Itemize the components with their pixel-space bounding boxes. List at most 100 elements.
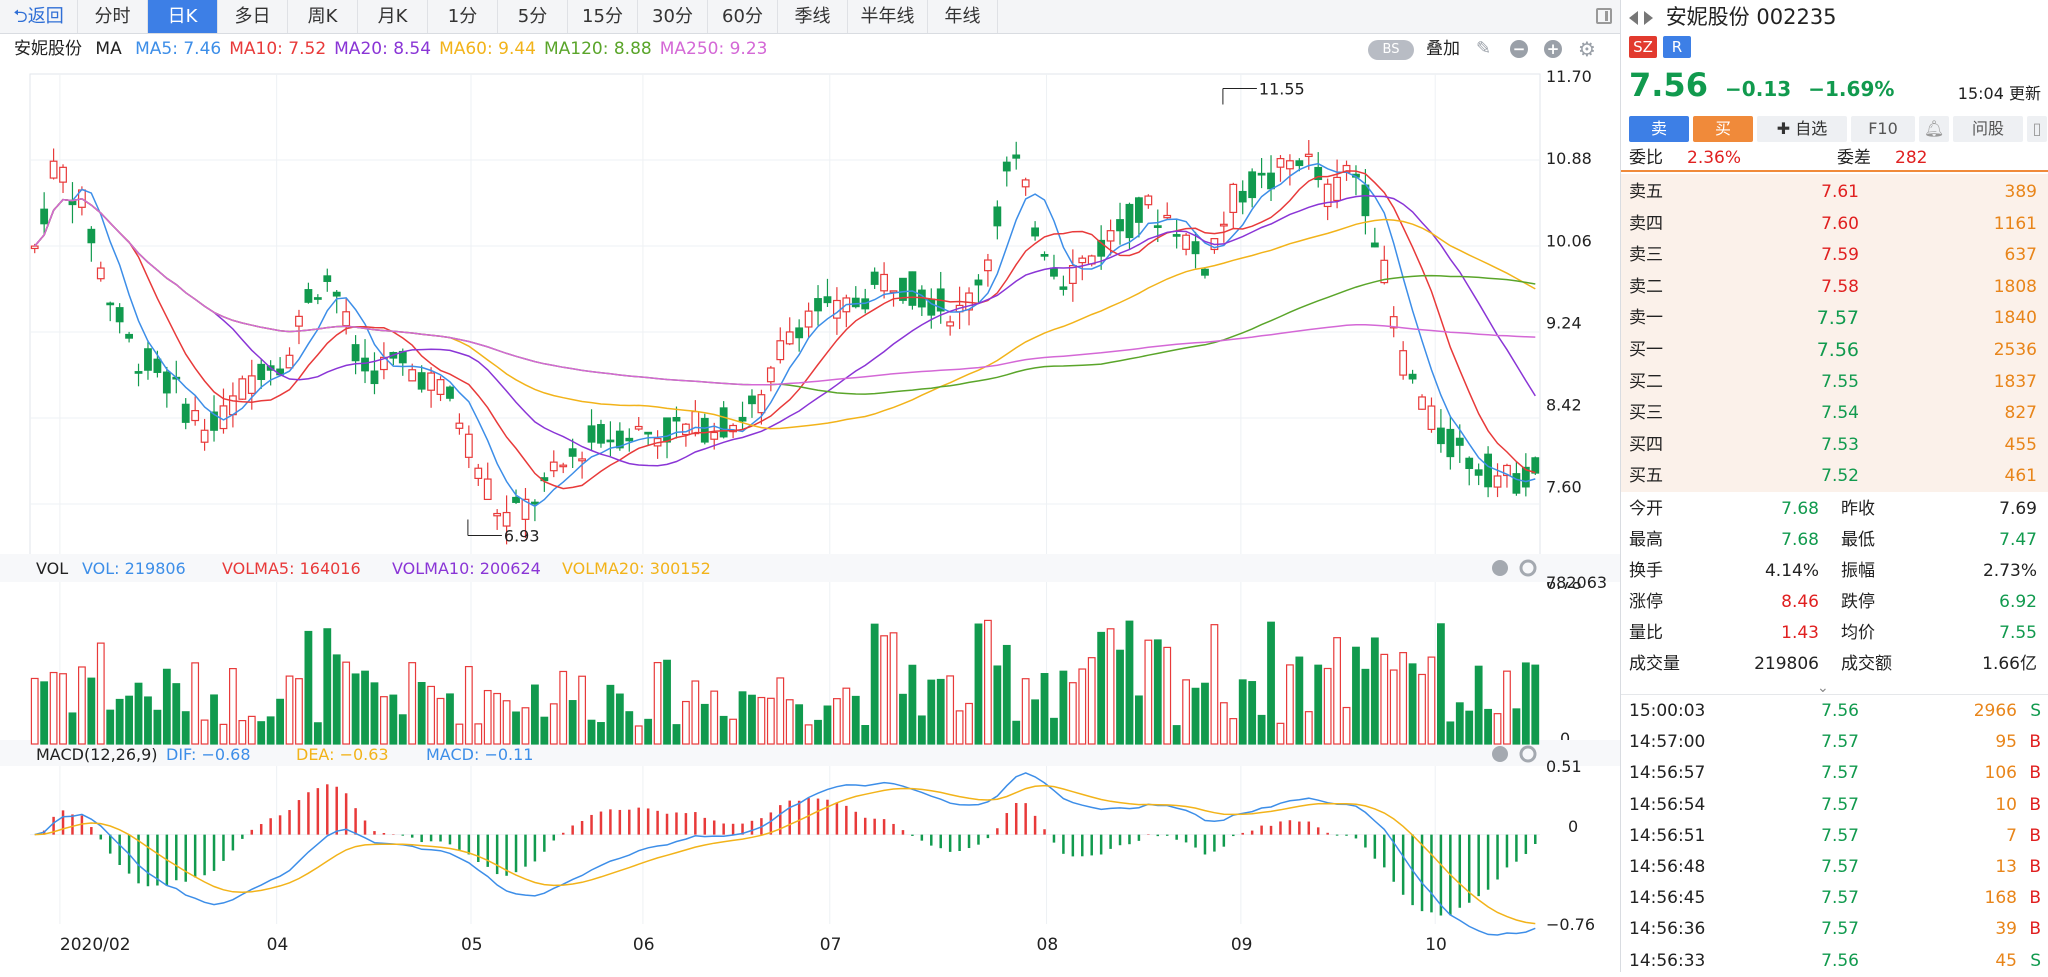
volume-bar [474,723,483,745]
tick-list[interactable]: 15:00:03 7.56 2966 S 14:57:00 7.57 95 B 14:56:57… [1621,694,2048,971]
volume-bar [87,677,96,745]
period-tab[interactable]: 多日 [218,0,288,33]
candle-body [1031,227,1039,237]
period-tab[interactable]: 1分 [428,0,498,33]
candle-body [417,372,426,390]
tick-row[interactable]: 14:57:00 7.57 95 B [1621,727,2048,758]
sell-button[interactable]: 卖 [1629,116,1689,142]
period-tab[interactable]: 月K [358,0,428,33]
vol-axis-label: 782063 [1546,573,1607,592]
candle-body [1238,190,1247,203]
volume-bar [1437,623,1445,745]
stat-row: 换手 4.14% 振幅 2.73% [1621,556,2048,587]
level-volume: 827 [2004,403,2037,424]
period-tab[interactable]: 季线 [778,0,848,33]
tick-row[interactable]: 14:56:45 7.57 168 B [1621,883,2048,914]
tick-price: 7.57 [1821,732,1859,753]
period-tab[interactable]: 60分 [708,0,778,33]
period-tab[interactable]: 周K [288,0,358,33]
candle-body [1418,396,1426,410]
tick-time: 14:57:00 [1629,732,1706,753]
tick-row[interactable]: 14:56:36 7.57 39 B [1621,914,2048,945]
volume-bar [1012,720,1021,745]
candle-body [49,160,58,179]
period-tab[interactable]: 30分 [638,0,708,33]
stat-value: 1.66亿 [1982,654,2037,674]
zoom-out-icon[interactable]: − [1510,40,1528,58]
bs-toggle-button[interactable]: BS [1368,40,1414,60]
settings-icon[interactable]: ⚙ [1578,37,1596,61]
next-stock-icon[interactable] [1644,11,1653,25]
volume-bar [785,699,794,745]
vol-header-label: VOL [36,559,68,578]
f10-button[interactable]: F10 [1851,116,1915,142]
tick-row[interactable]: 14:56:48 7.57 13 B [1621,852,2048,883]
volume-bar [1210,624,1219,745]
volume-bar [540,716,549,745]
tick-row[interactable]: 14:56:57 7.57 106 B [1621,758,2048,789]
candle-body [984,259,992,272]
tick-row[interactable]: 14:56:54 7.57 10 B [1621,790,2048,821]
diff-value: 282 [1895,148,1928,168]
prev-stock-icon[interactable] [1629,11,1638,25]
volume-bar [1455,702,1464,745]
order-book-row[interactable]: 卖二 7.58 1808 [1621,271,2048,303]
stat-value: 7.69 [1999,499,2037,519]
candle-body [634,425,643,430]
order-book-row[interactable]: 卖三 7.59 637 [1621,239,2048,271]
market-tag: SZ [1629,36,1657,58]
volume-bar [634,725,643,745]
volume-bar [380,696,388,745]
pencil-icon[interactable]: ✎ [1476,38,1492,59]
overlay-button[interactable]: 叠加 [1426,39,1460,59]
candle-body [1144,195,1153,206]
candle-body [880,273,888,292]
candle-body [351,344,360,362]
add-watchlist-button[interactable]: ✚ 自选 [1757,116,1847,142]
zoom-in-icon[interactable]: + [1544,40,1562,58]
volume-bar [436,697,445,745]
volume-bar [134,682,143,745]
period-tab[interactable]: 15分 [568,0,638,33]
volume-bar [1267,621,1275,745]
order-book-row[interactable]: 买一 7.56 2536 [1621,334,2048,366]
layout-icon[interactable]: ▯ [2027,116,2047,142]
tick-row[interactable]: 14:56:51 7.57 7 B [1621,821,2048,852]
tick-row[interactable]: 14:56:33 7.56 45 S [1621,946,2048,977]
period-tab[interactable]: 分时 [78,0,148,33]
tick-row[interactable]: 15:00:03 7.56 2966 S [1621,696,2048,727]
volume-bar [351,673,360,745]
expand-chevron-icon[interactable]: ⌄ [1817,680,1829,696]
volume-bar [115,698,124,745]
order-book-row[interactable]: 买三 7.54 827 [1621,397,2048,429]
order-book-row[interactable]: 卖五 7.61 389 [1621,176,2048,208]
candle-body [1484,453,1492,488]
back-button[interactable]: ⮌返回 [0,0,78,33]
candle-body [1182,234,1190,250]
volume-bar [1097,631,1106,745]
tick-volume: 95 [1995,732,2017,753]
level-price: 7.52 [1821,466,1859,487]
period-tab[interactable]: 5分 [498,0,568,33]
order-book-row[interactable]: 买五 7.52 461 [1621,460,2048,492]
candle-body [672,416,681,422]
volume-bar [342,661,351,745]
ask-stock-button[interactable]: 问股 [1953,116,2023,142]
tick-time: 14:56:48 [1629,857,1706,877]
period-tab[interactable]: 半年线 [848,0,928,33]
order-book-row[interactable]: 卖一 7.57 1840 [1621,302,2048,334]
buy-button[interactable]: 买 [1693,116,1753,142]
macd-axis-label: −0.76 [1546,915,1595,934]
level-volume: 455 [2004,434,2037,455]
order-book-row[interactable]: 卖四 7.60 1161 [1621,208,2048,240]
panel-toggle-icon[interactable] [1596,8,1612,24]
period-tab[interactable]: 年线 [928,0,998,33]
order-book-row[interactable]: 买二 7.55 1837 [1621,366,2048,398]
period-tab[interactable]: 日K [148,0,218,33]
candle-body [1427,405,1436,430]
order-book-row[interactable]: 买四 7.53 455 [1621,429,2048,461]
volume-bar [1474,665,1483,745]
candle-body [1040,254,1049,257]
bell-icon[interactable]: 🔔︎ [1919,116,1949,142]
